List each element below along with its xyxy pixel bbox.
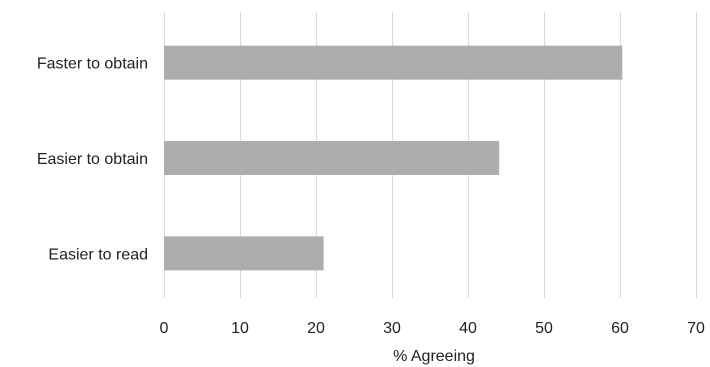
category-label: Easier to read xyxy=(48,246,148,263)
category-label: Easier to obtain xyxy=(37,151,148,168)
category-label: Faster to obtain xyxy=(37,56,148,73)
x-tick-label: 0 xyxy=(160,320,169,337)
x-tick-label: 20 xyxy=(307,320,325,337)
x-tick-label: 40 xyxy=(459,320,477,337)
x-tick-labels: 0 10 20 30 40 50 60 70 xyxy=(160,320,705,337)
x-tick-label: 70 xyxy=(687,320,705,337)
x-tick-label: 10 xyxy=(231,320,249,337)
bar xyxy=(164,236,324,270)
x-tick-label: 60 xyxy=(611,320,629,337)
bar xyxy=(164,141,499,175)
x-tick-label: 50 xyxy=(535,320,553,337)
x-tick-label: 30 xyxy=(383,320,401,337)
bar xyxy=(164,46,622,80)
x-axis-title: % Agreeing xyxy=(393,348,475,365)
bars xyxy=(164,46,622,271)
category-labels: Faster to obtain Easier to obtain Easier t… xyxy=(37,56,148,264)
